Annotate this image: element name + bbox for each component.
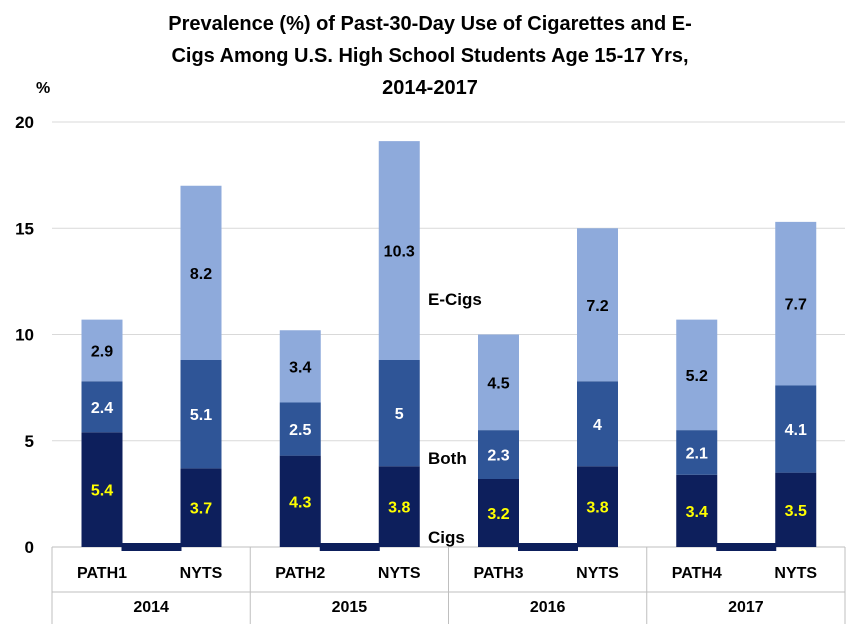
data-label: 2.4 [91, 400, 113, 417]
bar-segment-e-cigs [378, 141, 420, 360]
y-axis-label: % [36, 80, 50, 97]
data-label: 3.5 [785, 503, 807, 520]
data-label: 3.8 [388, 500, 410, 517]
bar-segment-e-cigs [478, 334, 519, 431]
series-label-both: Both [428, 449, 467, 468]
data-label: 3.4 [686, 504, 708, 521]
bar-segment-e-cigs [180, 185, 222, 360]
data-label: 5.1 [190, 407, 212, 424]
data-label: 10.3 [384, 244, 415, 261]
axes: 0 5 10 15 20 2014 2015 2016 2017 PATH1 NYTS PATH2 NY… [15, 113, 846, 624]
bar-segment-both [378, 360, 420, 467]
x-tick-label: NYTS [378, 565, 421, 582]
data-label: 4.1 [785, 422, 807, 439]
data-label: 3.8 [586, 500, 608, 517]
bar-segment-cigs [676, 474, 718, 547]
inline-series-labels: Cigs Both E-Cigs [428, 290, 482, 547]
baseline-marker [518, 543, 578, 551]
bar-segment-cigs [81, 432, 123, 547]
bar-segment-cigs [378, 466, 420, 547]
x-tick-label: NYTS [576, 565, 619, 582]
baseline-marker [121, 543, 182, 551]
data-label: 5.2 [686, 368, 708, 385]
data-label: 2.5 [289, 422, 311, 439]
x-tick-label: PATH1 [77, 565, 127, 582]
data-label: 7.7 [785, 297, 807, 314]
bar-segment-e-cigs [577, 228, 618, 382]
group-label: 2014 [133, 599, 169, 616]
bar-segment-both [676, 430, 718, 475]
bar-segment-both [775, 385, 817, 473]
series-label-cigs: Cigs [428, 528, 465, 547]
bar-segment-both [279, 402, 321, 456]
bar-segment-e-cigs [81, 319, 123, 382]
gridlines [52, 121, 845, 442]
group-label: 2015 [332, 599, 368, 616]
bar-segment-e-cigs [775, 221, 817, 386]
bar-segment-both [81, 381, 123, 433]
data-label: 2.3 [487, 448, 509, 465]
bar-segment-cigs [279, 455, 321, 547]
data-label: 4.5 [487, 375, 509, 392]
data-label: 5.4 [91, 483, 113, 500]
data-label: 2.9 [91, 343, 113, 360]
y-tick-label: 10 [15, 326, 34, 345]
chart-title-line-2: Cigs Among U.S. High School Students Age… [171, 45, 688, 67]
chart-title-line-1: Prevalence (%) of Past-30-Day Use of Cig… [168, 13, 692, 35]
baseline-marker [716, 543, 777, 551]
y-tick-label: 15 [15, 219, 34, 238]
group-label: 2016 [530, 599, 566, 616]
data-label: 3.2 [487, 506, 509, 523]
data-label: 3.7 [190, 501, 212, 518]
bar-segment-both [478, 430, 519, 479]
baseline-marker [319, 543, 380, 551]
x-tick-label: PATH3 [473, 565, 523, 582]
bar-segment-cigs [180, 468, 222, 547]
data-label: 3.4 [289, 359, 311, 376]
y-tick-label: 20 [15, 113, 34, 132]
data-label: 7.2 [586, 298, 608, 315]
x-tick-label: PATH4 [672, 565, 722, 582]
data-label: 4.3 [289, 494, 311, 511]
bar-segment-cigs [775, 472, 817, 547]
chart-title: Prevalence (%) of Past-30-Day Use of Cig… [168, 13, 692, 99]
data-labels: 5.4 2.4 2.9 3.7 5.1 8.2 4.3 2.5 3.4 3.8 5 10.3 3.2 2.… [91, 244, 807, 523]
y-tick-label: 0 [25, 538, 34, 557]
bar-segment-both [180, 360, 222, 469]
data-label: 2.1 [686, 445, 708, 462]
x-tick-label: PATH2 [275, 565, 325, 582]
y-tick-label: 5 [25, 432, 34, 451]
series-label-e-cigs: E-Cigs [428, 290, 482, 309]
data-label: 8.2 [190, 266, 212, 283]
data-label: 4 [593, 417, 602, 434]
chart-title-line-3: 2014-2017 [382, 77, 478, 99]
group-label: 2017 [728, 599, 764, 616]
bar-segment-e-cigs [279, 330, 321, 403]
x-tick-label: NYTS [180, 565, 223, 582]
bar-segment-cigs [577, 466, 618, 547]
data-label: 5 [395, 406, 404, 423]
bar-segment-cigs [478, 479, 519, 547]
x-tick-label: NYTS [774, 565, 817, 582]
bar-segment-both [577, 381, 618, 467]
bar-segment-e-cigs [676, 319, 718, 431]
bars [81, 141, 817, 551]
